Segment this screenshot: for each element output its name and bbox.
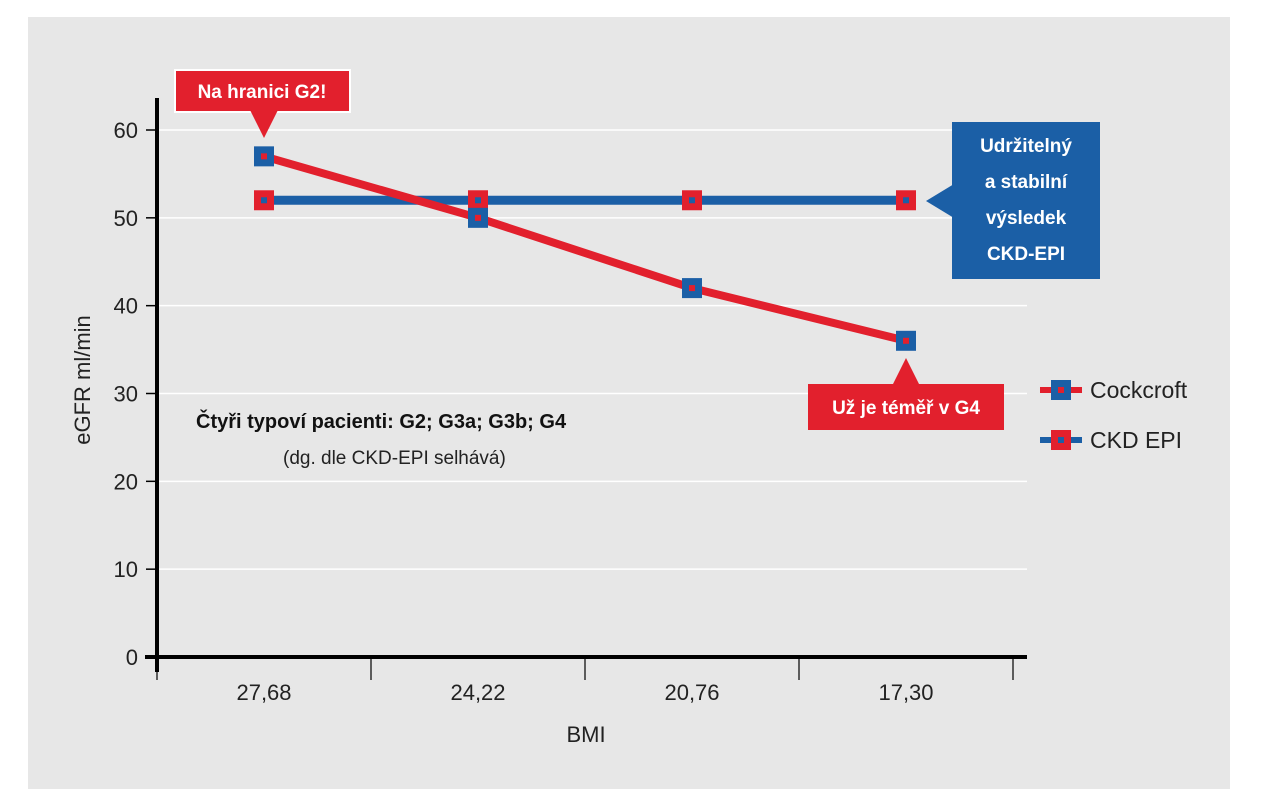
callout-right-line-4: CKD-EPI bbox=[987, 244, 1065, 265]
y-tick-label: 30 bbox=[114, 382, 138, 407]
callout-bottom-arrow bbox=[892, 358, 920, 386]
note-subtitle: (dg. dle CKD-EPI selhává) bbox=[283, 448, 506, 469]
callout-right-line-1: Udržitelný bbox=[980, 136, 1072, 157]
y-tick-label: 50 bbox=[114, 206, 138, 231]
x-axis-title: BMI bbox=[566, 722, 605, 747]
data-point-ckd-epi bbox=[896, 190, 916, 211]
y-tick-label: 20 bbox=[114, 469, 138, 494]
callout-bottom-text: Už je téměř v G4 bbox=[832, 398, 980, 419]
callout-top-arrow bbox=[250, 110, 278, 138]
y-tick-label: 10 bbox=[114, 557, 138, 582]
y-tick-label: 60 bbox=[114, 118, 138, 143]
data-point-cockcroft bbox=[468, 207, 488, 228]
callout-right: Udržitelný a stabilní výsledek CKD-EPI bbox=[926, 122, 1100, 279]
legend-label-ckd-epi: CKD EPI bbox=[1090, 427, 1182, 453]
series-layer bbox=[254, 146, 916, 351]
data-point-ckd-epi bbox=[468, 190, 488, 211]
x-tick-label: 27,68 bbox=[236, 680, 291, 705]
marker-center bbox=[903, 197, 909, 204]
grid-lines bbox=[157, 129, 1027, 570]
legend-swatch-center-ckd-epi bbox=[1058, 437, 1064, 443]
axes bbox=[145, 98, 1027, 672]
x-tick-label: 17,30 bbox=[878, 680, 933, 705]
marker-center bbox=[689, 197, 695, 204]
marker-center bbox=[475, 214, 481, 221]
legend-label-cockcroft: Cockcroft bbox=[1090, 377, 1188, 403]
legend: Cockcroft CKD EPI bbox=[1040, 377, 1188, 453]
marker-center bbox=[261, 197, 267, 204]
legend-item-cockcroft: Cockcroft bbox=[1040, 377, 1188, 403]
y-axis-title: eGFR ml/min bbox=[70, 315, 95, 445]
data-point-cockcroft bbox=[254, 146, 274, 167]
marker-center bbox=[475, 197, 481, 204]
x-tick-label: 20,76 bbox=[664, 680, 719, 705]
data-point-ckd-epi bbox=[254, 190, 274, 211]
marker-center bbox=[261, 153, 267, 160]
callout-bottom: Už je téměř v G4 bbox=[808, 358, 1004, 430]
callout-bottom-box bbox=[808, 384, 1004, 430]
y-tick-label: 0 bbox=[126, 645, 138, 670]
callout-top: Na hranici G2! bbox=[174, 69, 351, 138]
callout-right-line-3: výsledek bbox=[986, 208, 1067, 229]
y-tick-label: 40 bbox=[114, 294, 138, 319]
callout-right-box bbox=[952, 122, 1100, 279]
marker-center bbox=[689, 285, 695, 292]
data-point-cockcroft bbox=[682, 278, 702, 299]
y-ticks: 0 10 20 30 40 50 60 bbox=[114, 118, 157, 670]
callout-right-arrow bbox=[926, 184, 954, 218]
legend-item-ckd-epi: CKD EPI bbox=[1040, 427, 1182, 453]
x-ticks: 27,68 24,22 20,76 17,30 bbox=[156, 657, 1014, 705]
data-point-cockcroft bbox=[896, 330, 916, 351]
callout-right-line-2: a stabilní bbox=[985, 172, 1068, 193]
series-line-cockcroft bbox=[262, 152, 907, 345]
data-point-ckd-epi bbox=[682, 190, 702, 211]
x-tick-label: 24,22 bbox=[450, 680, 505, 705]
legend-swatch-center-cockcroft bbox=[1058, 387, 1064, 393]
note-title: Čtyři typoví pacienti: G2; G3a; G3b; G4 bbox=[196, 409, 567, 433]
callout-top-box bbox=[174, 69, 351, 113]
marker-center bbox=[903, 337, 909, 344]
callout-top-text: Na hranici G2! bbox=[198, 82, 327, 103]
